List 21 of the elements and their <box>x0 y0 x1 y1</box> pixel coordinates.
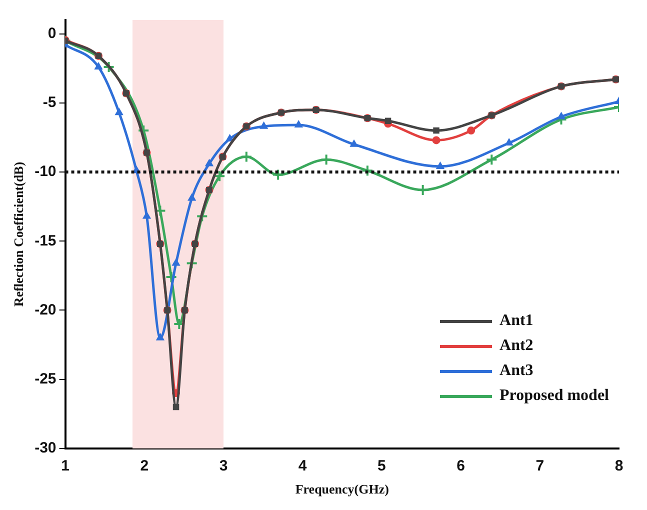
x-tick-label: 7 <box>536 458 544 475</box>
legend-label: Ant2 <box>500 337 534 355</box>
y-tick-label: -25 <box>34 370 56 388</box>
x-tick-label: 3 <box>219 458 228 475</box>
legend-label: Ant1 <box>500 312 534 330</box>
x-tick-label: 8 <box>614 458 624 475</box>
y-tick-label: -10 <box>34 163 56 180</box>
x-tick-label: 6 <box>456 458 465 475</box>
y-tick-label: -5 <box>42 94 56 112</box>
x-tick-label: 5 <box>378 458 386 475</box>
y-tick-label: -30 <box>34 440 56 457</box>
y-tick-label: -20 <box>34 301 56 318</box>
y-tick-label: -15 <box>34 232 56 250</box>
legend-label: Proposed model <box>500 387 609 405</box>
y-tick-label: 0 <box>48 24 56 42</box>
x-axis-title: Frequency(GHz) <box>295 482 389 497</box>
x-tick-label: 4 <box>298 458 308 475</box>
legend-label: Ant3 <box>500 362 534 380</box>
x-tick-label: 1 <box>61 458 70 475</box>
y-axis-title: Reflection Coefficient(dB) <box>11 162 26 307</box>
x-tick-label: 2 <box>140 458 149 475</box>
